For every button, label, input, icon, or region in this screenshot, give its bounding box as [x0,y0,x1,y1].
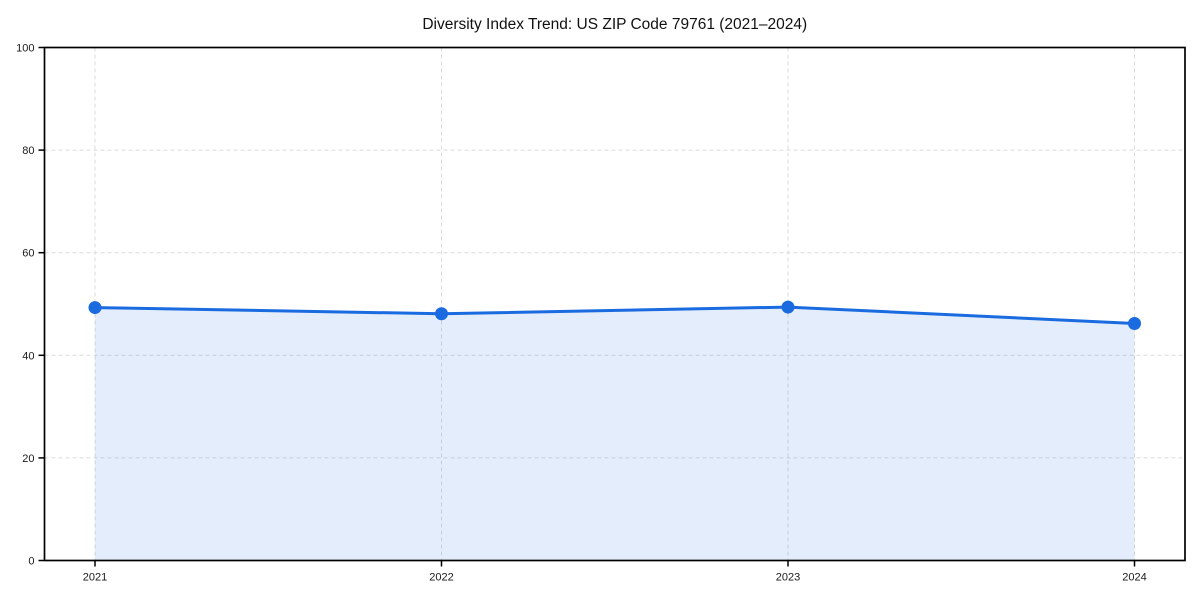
data-point-2024 [1128,316,1141,330]
chart-title: Diversity Index Trend: US ZIP Code 79761… [422,16,807,33]
y-tick-label: 100 [16,43,34,55]
data-point-2023 [781,300,795,314]
data-point-2021 [88,301,102,315]
trend-line [93,305,1136,325]
x-tick-label: 2024 [1122,572,1146,584]
y-tick-label: 40 [22,350,34,362]
plot-border [43,46,1186,562]
data-point-2022 [435,307,448,321]
area-fill [95,307,1135,561]
y-tick-label: 80 [22,145,34,157]
y-tick-label: 0 [28,556,34,568]
y-tick-label: 20 [22,453,34,465]
x-tick-label: 2021 [83,572,107,584]
x-tick-label: 2022 [429,572,453,584]
x-tick-label: 2023 [776,572,800,584]
y-tick-label: 60 [22,248,34,260]
